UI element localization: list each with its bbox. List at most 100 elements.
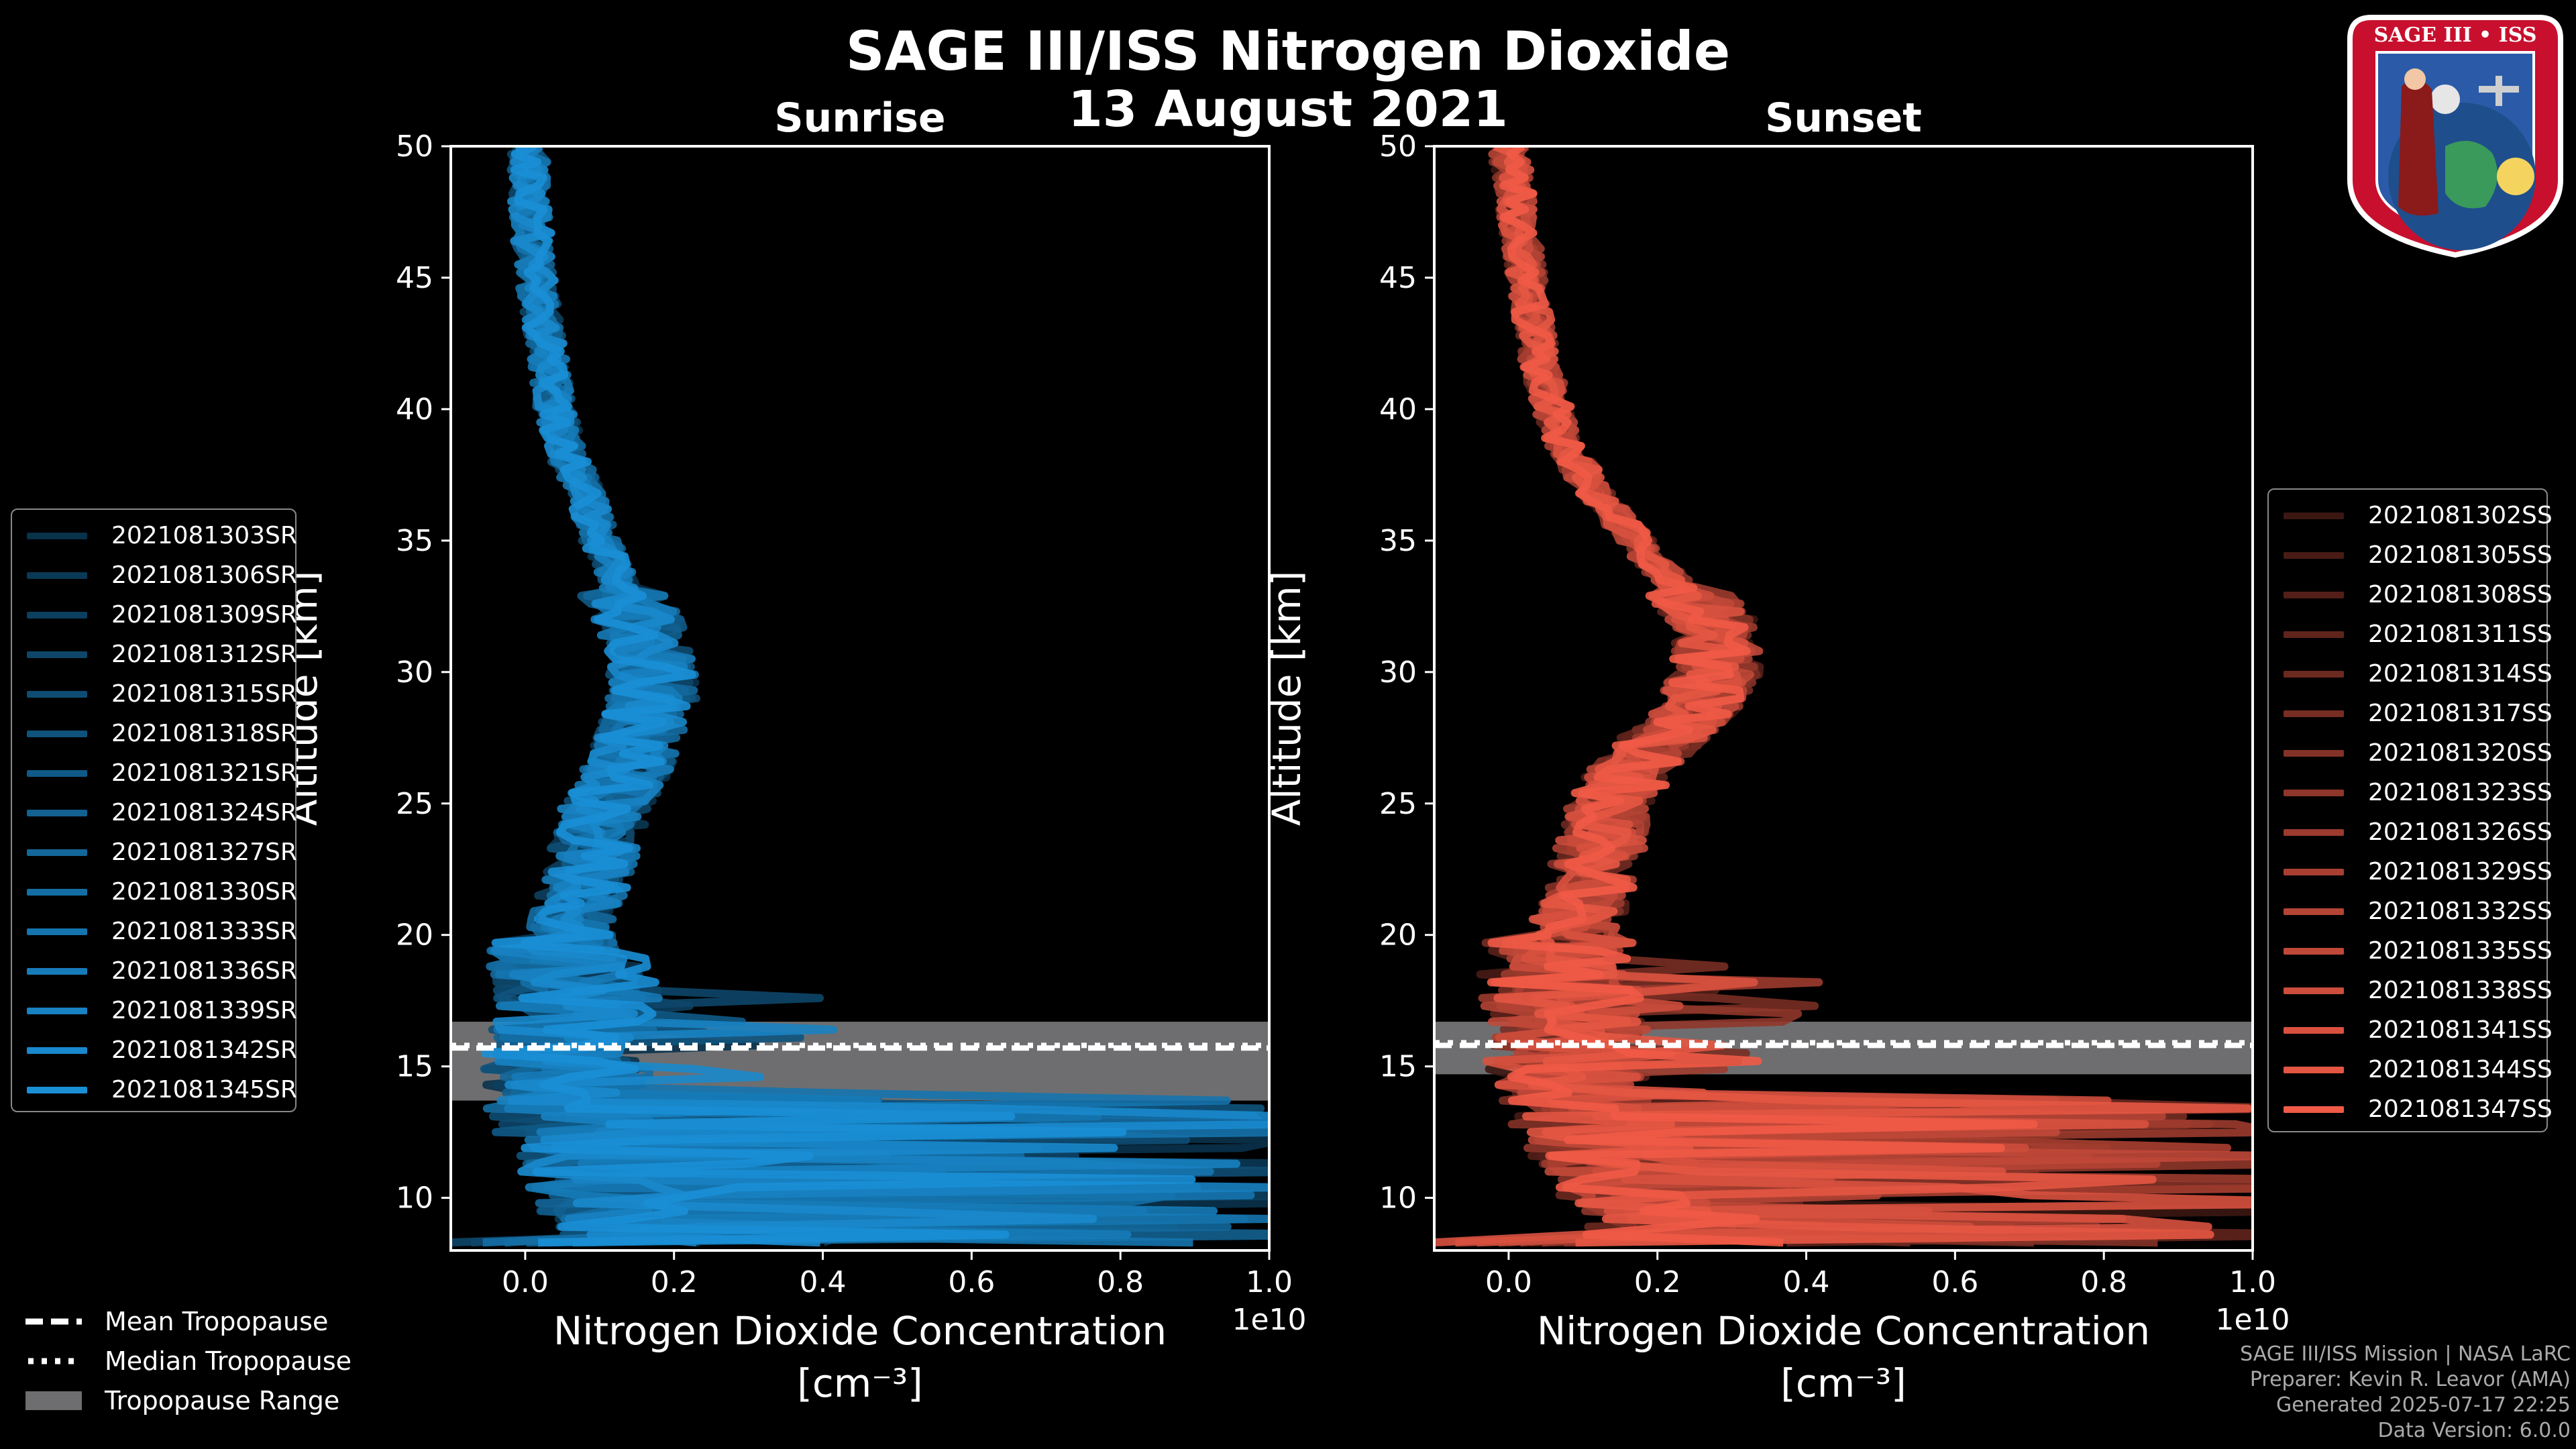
ss-legend-label: 2021081332SS	[2368, 898, 2553, 925]
ss-xtick-label: 0.6	[1931, 1265, 1978, 1299]
sr-legend-swatch	[27, 849, 87, 856]
sr-ytick-label: 10	[396, 1181, 433, 1216]
ss-legend-label: 2021081341SS	[2368, 1016, 2553, 1044]
sr-axes-frame	[449, 145, 1271, 1252]
ss-profile-2021081347SS	[1487, 146, 2038, 1247]
ss-legend-swatch	[2284, 868, 2344, 875]
sr-legend-label: 2021081306SR	[111, 561, 297, 589]
ss-legend-swatch	[2284, 908, 2344, 915]
patch-title: SAGE III • ISS	[2374, 23, 2537, 47]
figure-date: 13 August 2021	[1068, 80, 1508, 138]
sr-legend-label: 2021081315SR	[111, 680, 297, 708]
sr-legend-entry: 2021081303SR	[27, 522, 297, 549]
sr-legend-swatch	[27, 690, 87, 698]
ss-ytick-label: 50	[1379, 129, 1417, 164]
ss-axes-frame	[1433, 145, 2254, 1252]
sr-legend-entry: 2021081321SR	[27, 759, 297, 787]
ss-legend-swatch	[2284, 670, 2344, 678]
ss-x-axis-unit: [cm⁻³]	[1780, 1360, 1907, 1406]
sr-legend-entry: 2021081342SR	[27, 1036, 297, 1064]
ss-legend-label: 2021081329SS	[2368, 858, 2553, 885]
ss-ytick-label: 30	[1379, 655, 1417, 690]
ss-legend-entry: 2021081314SS	[2284, 660, 2553, 688]
sr-legend-label: 2021081321SR	[111, 759, 297, 787]
dotted-line-icon	[28, 1358, 82, 1364]
sr-xtick-label: 0.4	[800, 1265, 847, 1299]
ss-legend-entry: 2021081326SS	[2284, 818, 2553, 846]
ss-ytick-label: 10	[1379, 1181, 1417, 1216]
ss-ytick-label: 15	[1379, 1050, 1417, 1084]
sr-legend-label: 2021081324SR	[111, 799, 297, 826]
sr-xtick-label: 0.8	[1097, 1265, 1144, 1299]
sr-legend-label: 2021081312SR	[111, 641, 297, 668]
ss-legend-swatch	[2284, 631, 2344, 638]
mean-tropopause-entry: Mean Tropopause	[25, 1301, 352, 1341]
ss-x-axis-label: Nitrogen Dioxide Concentration	[1537, 1308, 2150, 1354]
sr-legend-entry: 2021081339SR	[27, 997, 297, 1024]
sr-ytick-label: 40	[396, 392, 433, 427]
sr-profile-2021081345SR	[480, 146, 1196, 1247]
range-swatch-icon	[25, 1391, 82, 1410]
sr-legend-entry: 2021081327SR	[27, 839, 297, 866]
ss-legend-label: 2021081302SS	[2368, 502, 2553, 529]
sr-legend-swatch	[27, 809, 87, 816]
figure-title: SAGE III/ISS Nitrogen Dioxide	[845, 20, 1731, 83]
ss-legend-entry: 2021081347SS	[2284, 1095, 2553, 1123]
sr-legend-swatch	[27, 532, 87, 539]
sr-plot-area	[451, 146, 1269, 1247]
sr-legend-label: 2021081342SR	[111, 1036, 297, 1064]
ss-legend-swatch	[2284, 512, 2344, 519]
sr-ytick-label: 50	[396, 129, 433, 164]
ss-legend-swatch	[2284, 947, 2344, 955]
sr-ytick-label: 25	[396, 787, 433, 821]
ss-legend-label: 2021081338SS	[2368, 977, 2553, 1004]
ss-xtick-label: 0.2	[1634, 1265, 1681, 1299]
sr-legend-label: 2021081339SR	[111, 997, 297, 1024]
ss-legend-swatch	[2284, 551, 2344, 559]
ss-x-multiplier: 1e10	[2215, 1303, 2290, 1337]
sr-legend-swatch	[27, 888, 87, 896]
sr-legend-entry: 2021081345SR	[27, 1076, 297, 1104]
ss-legend-swatch	[2284, 591, 2344, 598]
sr-legend-entry: 2021081333SR	[27, 918, 297, 945]
sr-legend-swatch	[27, 1046, 87, 1054]
ss-legend-label: 2021081308SS	[2368, 581, 2553, 608]
sr-x-axis-unit: [cm⁻³]	[797, 1360, 923, 1406]
mean-tropopause-label: Mean Tropopause	[105, 1306, 329, 1336]
sr-ytick-label: 45	[396, 261, 433, 295]
sr-legend-label: 2021081327SR	[111, 839, 297, 866]
sr-legend-swatch	[27, 572, 87, 579]
sr-legend-swatch	[27, 928, 87, 935]
sr-legend-label: 2021081318SR	[111, 720, 297, 747]
ss-legend-swatch	[2284, 828, 2344, 836]
sr-panel-title: Sunrise	[774, 95, 945, 142]
ss-legend-swatch	[2284, 789, 2344, 796]
sr-legend-label: 2021081309SR	[111, 601, 297, 629]
sr-legend-entry: 2021081330SR	[27, 878, 297, 906]
ss-legend-label: 2021081326SS	[2368, 818, 2553, 846]
median-tropopause-entry: Median Tropopause	[25, 1341, 352, 1381]
ss-legend-entry: 2021081323SS	[2284, 779, 2553, 806]
ss-legend-entry: 2021081311SS	[2284, 621, 2553, 648]
sr-legend-swatch	[27, 651, 87, 658]
tropopause-range-label: Tropopause Range	[105, 1385, 340, 1415]
sunset-legend: 2021081302SS 2021081305SS 2021081308SS 2021…	[2267, 488, 2553, 1132]
ss-xtick-label: 1.0	[2229, 1265, 2276, 1299]
sr-x-multiplier: 1e10	[1232, 1303, 1306, 1337]
sr-legend-entry: 2021081324SR	[27, 799, 297, 826]
ss-legend-label: 2021081317SS	[2368, 700, 2553, 727]
sr-xtick-label: 0.0	[502, 1265, 549, 1299]
sage-iii-iss-mission-patch: SAGE III • ISS	[2347, 15, 2563, 258]
ss-legend-swatch	[2284, 710, 2344, 717]
ss-xtick-label: 0.4	[1783, 1265, 1830, 1299]
sr-ytick-label: 20	[396, 918, 433, 953]
ss-legend-label: 2021081314SS	[2368, 660, 2553, 688]
ss-legend-label: 2021081323SS	[2368, 779, 2553, 806]
ss-ytick-label: 20	[1379, 918, 1417, 953]
median-tropopause-label: Median Tropopause	[105, 1346, 352, 1376]
sr-legend-entry: 2021081318SR	[27, 720, 297, 747]
tropopause-range-entry: Tropopause Range	[25, 1381, 352, 1420]
ss-legend-entry: 2021081332SS	[2284, 898, 2553, 925]
ss-plot-area	[1434, 146, 2253, 1247]
